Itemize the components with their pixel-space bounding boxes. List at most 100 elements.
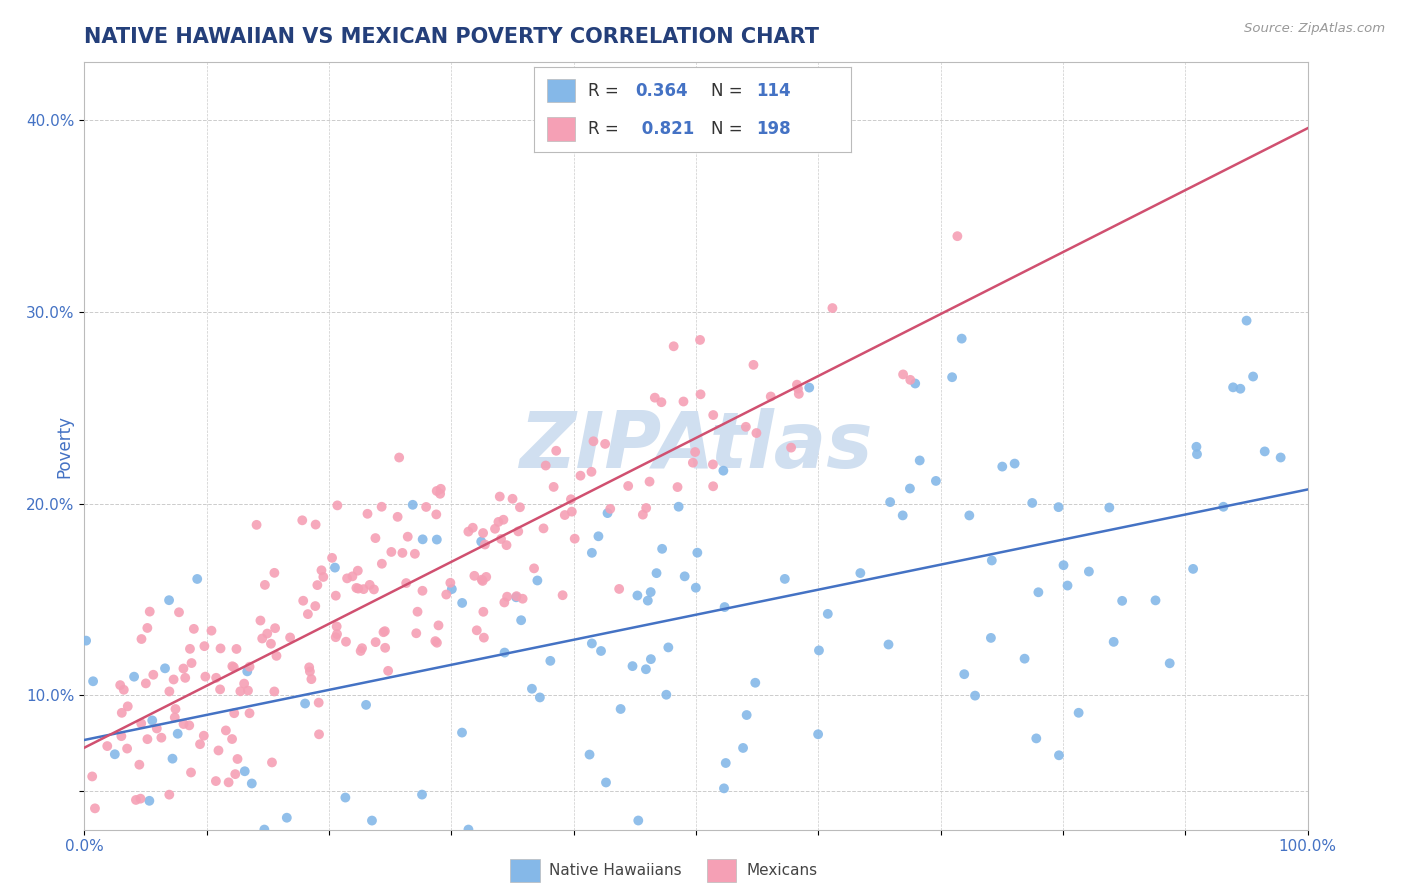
Point [742, 358, 765, 372]
Point [644, 391, 666, 405]
Point [245, 517, 267, 532]
Point [1185, 440, 1208, 454]
Point [475, 570, 498, 584]
Point [350, 644, 373, 658]
Point [426, 533, 449, 547]
Point [891, 368, 914, 382]
Point [266, 648, 288, 663]
Point [354, 698, 377, 712]
Point [157, 684, 180, 698]
Point [941, 370, 963, 384]
Point [1004, 457, 1026, 471]
Point [82, 769, 104, 783]
Point [167, 605, 190, 619]
Point [180, 656, 202, 670]
Point [179, 641, 201, 656]
Point [1229, 382, 1251, 396]
Point [702, 479, 724, 493]
Point [457, 524, 479, 539]
Point [108, 678, 131, 692]
FancyBboxPatch shape [707, 859, 737, 882]
Point [640, 652, 662, 666]
Point [673, 569, 696, 583]
Point [253, 578, 276, 592]
Point [166, 727, 188, 741]
Point [1241, 369, 1264, 384]
Point [430, 482, 453, 496]
Point [1021, 496, 1043, 510]
Point [264, 621, 287, 635]
Point [129, 716, 152, 731]
Point [472, 526, 495, 541]
Point [626, 589, 648, 603]
Point [554, 508, 576, 522]
Point [1185, 447, 1208, 461]
Point [260, 756, 283, 770]
Point [321, 550, 343, 565]
Point [128, 757, 150, 772]
Point [238, 706, 260, 721]
Point [142, 667, 165, 681]
Point [631, 508, 654, 522]
Point [205, 774, 228, 789]
Point [627, 814, 650, 828]
Point [877, 638, 900, 652]
Point [347, 582, 370, 596]
Point [745, 425, 768, 440]
Point [529, 690, 551, 705]
Point [713, 781, 735, 796]
Point [308, 727, 330, 741]
Point [689, 387, 711, 401]
Point [581, 546, 603, 560]
Point [1236, 313, 1258, 327]
Point [502, 491, 524, 506]
Point [953, 667, 976, 681]
Point [1025, 731, 1047, 746]
Point [638, 475, 661, 489]
Point [546, 443, 568, 458]
Point [96, 739, 118, 753]
Point [560, 492, 582, 507]
Point [685, 581, 707, 595]
Text: 0.821: 0.821 [636, 120, 693, 137]
Point [256, 626, 278, 640]
Point [136, 621, 159, 635]
Point [434, 588, 457, 602]
Point [304, 517, 326, 532]
Point [153, 661, 176, 675]
Point [165, 702, 187, 716]
Point [363, 582, 385, 597]
Point [702, 458, 724, 472]
Point [489, 532, 512, 546]
Point [508, 524, 530, 539]
Point [215, 723, 238, 738]
Point [412, 533, 434, 547]
Point [440, 582, 463, 596]
Point [1014, 651, 1036, 665]
Point [125, 793, 148, 807]
Point [474, 537, 496, 551]
Point [188, 737, 211, 751]
Point [312, 570, 335, 584]
Point [308, 696, 330, 710]
Point [1067, 706, 1090, 720]
Point [250, 632, 273, 646]
Point [325, 619, 347, 633]
Point [361, 814, 384, 828]
Point [225, 642, 247, 657]
Point [150, 731, 173, 745]
Point [307, 578, 329, 592]
Point [439, 575, 461, 590]
Point [388, 450, 411, 465]
Point [218, 775, 240, 789]
Point [702, 408, 724, 422]
Point [239, 659, 262, 673]
Point [908, 453, 931, 467]
Point [174, 671, 197, 685]
Point [1098, 500, 1121, 515]
Point [904, 376, 927, 391]
Point [640, 585, 662, 599]
Point [607, 582, 630, 596]
Point [226, 752, 249, 766]
Point [336, 571, 359, 585]
